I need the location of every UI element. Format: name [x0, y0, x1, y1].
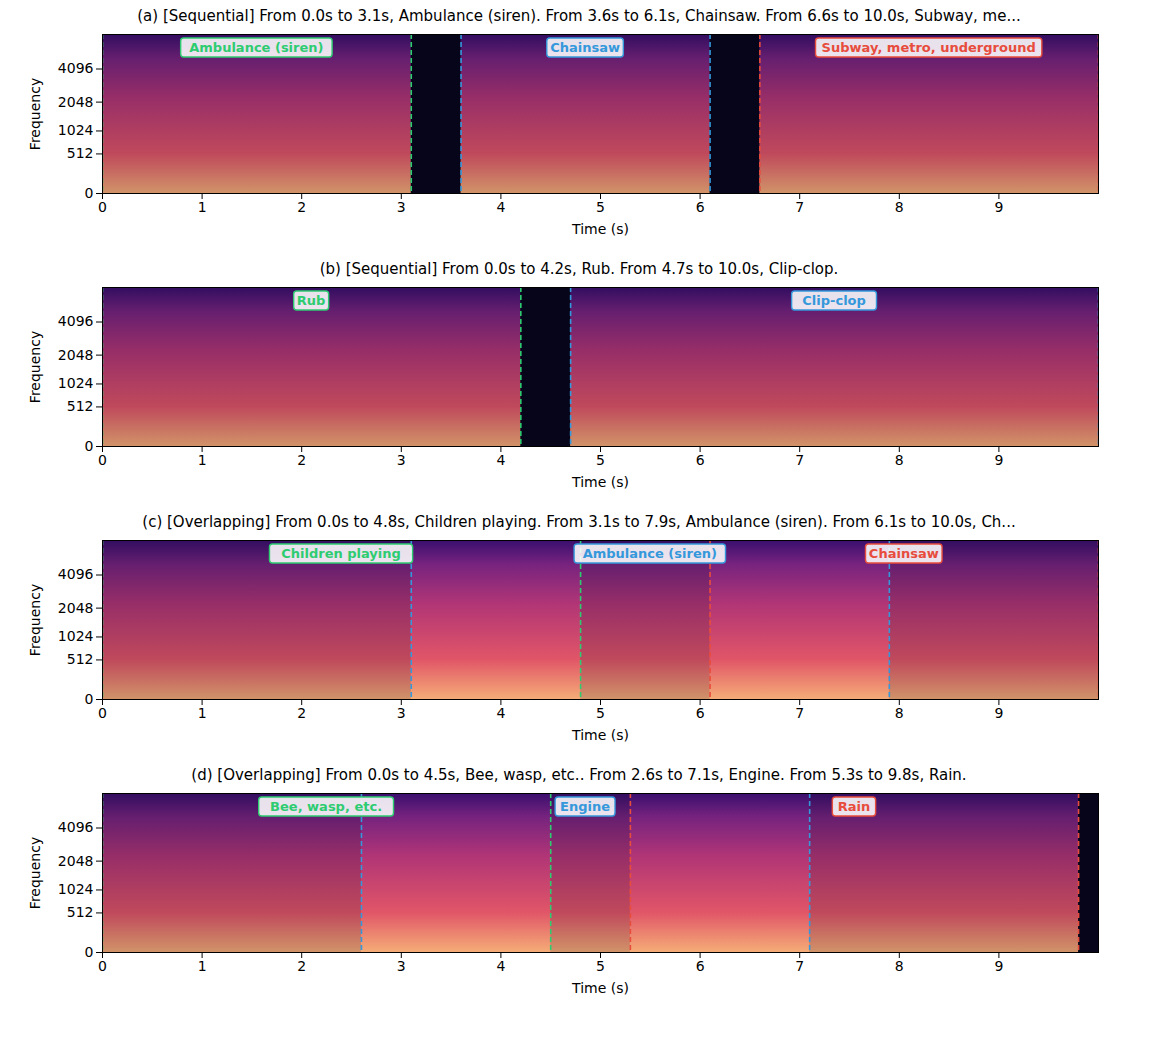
html-text:(a) [Sequential] From 0.0s to: (a) [Sequential] From 0.0s to 3.1s, Ambu…: [137, 7, 1021, 25]
svg-text:1024: 1024: [58, 628, 94, 644]
svg-text:Chainsaw: Chainsaw: [869, 546, 939, 561]
svg-text:2048: 2048: [58, 853, 94, 869]
svg-text:Frequency: Frequency: [27, 584, 43, 656]
svg-text:4096: 4096: [58, 819, 94, 835]
svg-text:512: 512: [67, 398, 94, 414]
svg-text:2: 2: [297, 958, 306, 974]
svg-text:2: 2: [297, 199, 306, 215]
svg-text:7: 7: [795, 452, 804, 468]
html-text:(b) [Sequential] From 0.0s to: (b) [Sequential] From 0.0s to 4.2s, Rub.…: [319, 260, 839, 278]
svg-text:1: 1: [198, 199, 207, 215]
svg-text:0: 0: [85, 944, 94, 960]
svg-text:3: 3: [397, 199, 406, 215]
svg-text:3: 3: [397, 705, 406, 721]
html-text:(c) [Overlapping] From 0.0s to: (c) [Overlapping] From 0.0s to 4.8s, Chi…: [142, 513, 1016, 531]
svg-text:9: 9: [994, 705, 1003, 721]
svg-text:9: 9: [994, 958, 1003, 974]
svg-text:6: 6: [696, 958, 705, 974]
svg-text:2048: 2048: [58, 347, 94, 363]
svg-text:4096: 4096: [58, 60, 94, 76]
svg-text:Chainsaw: Chainsaw: [550, 40, 620, 55]
svg-text:Bee, wasp, etc.: Bee, wasp, etc.: [270, 799, 382, 814]
svg-text:Ambulance (siren): Ambulance (siren): [189, 40, 323, 55]
svg-text:4: 4: [496, 199, 505, 215]
svg-text:9: 9: [994, 199, 1003, 215]
svg-text:6: 6: [696, 452, 705, 468]
svg-text:Children playing: Children playing: [281, 546, 401, 561]
svg-text:8: 8: [895, 452, 904, 468]
svg-text:1: 1: [198, 452, 207, 468]
svg-text:Clip-clop: Clip-clop: [802, 293, 866, 308]
svg-text:2: 2: [297, 705, 306, 721]
svg-text:2048: 2048: [58, 94, 94, 110]
svg-text:7: 7: [795, 958, 804, 974]
svg-text:4: 4: [496, 452, 505, 468]
svg-text:6: 6: [696, 199, 705, 215]
svg-text:1024: 1024: [58, 881, 94, 897]
svg-text:Time (s): Time (s): [571, 221, 629, 237]
svg-text:5: 5: [596, 452, 605, 468]
svg-text:0: 0: [98, 958, 107, 974]
svg-text:1024: 1024: [58, 122, 94, 138]
svg-text:512: 512: [67, 904, 94, 920]
svg-text:4: 4: [496, 705, 505, 721]
svg-text:5: 5: [596, 705, 605, 721]
svg-text:6: 6: [696, 705, 705, 721]
svg-text:4096: 4096: [58, 313, 94, 329]
svg-text:8: 8: [895, 199, 904, 215]
svg-text:Engine: Engine: [560, 799, 610, 814]
svg-text:7: 7: [795, 705, 804, 721]
svg-text:0: 0: [85, 691, 94, 707]
svg-text:0: 0: [85, 438, 94, 454]
svg-text:0: 0: [98, 705, 107, 721]
svg-text:8: 8: [895, 705, 904, 721]
html-text:(d) [Overlapping] From 0.0s to: (d) [Overlapping] From 0.0s to 4.5s, Bee…: [191, 766, 967, 784]
svg-text:0: 0: [85, 185, 94, 201]
svg-text:5: 5: [596, 958, 605, 974]
svg-text:Time (s): Time (s): [571, 474, 629, 490]
svg-text:7: 7: [795, 199, 804, 215]
svg-text:9: 9: [994, 452, 1003, 468]
svg-text:2: 2: [297, 452, 306, 468]
svg-text:4: 4: [496, 958, 505, 974]
svg-text:Rub: Rub: [297, 293, 326, 308]
svg-text:Frequency: Frequency: [27, 331, 43, 403]
svg-text:0: 0: [98, 452, 107, 468]
svg-text:Time (s): Time (s): [571, 980, 629, 996]
svg-text:1: 1: [198, 705, 207, 721]
svg-text:0: 0: [98, 199, 107, 215]
svg-text:3: 3: [397, 452, 406, 468]
svg-text:Rain: Rain: [838, 799, 871, 814]
svg-text:8: 8: [895, 958, 904, 974]
svg-text:5: 5: [596, 199, 605, 215]
svg-text:512: 512: [67, 145, 94, 161]
svg-text:512: 512: [67, 651, 94, 667]
svg-text:Ambulance (siren): Ambulance (siren): [583, 546, 717, 561]
svg-text:Subway, metro, underground: Subway, metro, underground: [822, 40, 1036, 55]
svg-text:Frequency: Frequency: [27, 78, 43, 150]
svg-text:Frequency: Frequency: [27, 837, 43, 909]
svg-text:1: 1: [198, 958, 207, 974]
svg-text:1024: 1024: [58, 375, 94, 391]
svg-text:2048: 2048: [58, 600, 94, 616]
svg-text:Time (s): Time (s): [571, 727, 629, 743]
svg-text:4096: 4096: [58, 566, 94, 582]
svg-text:3: 3: [397, 958, 406, 974]
